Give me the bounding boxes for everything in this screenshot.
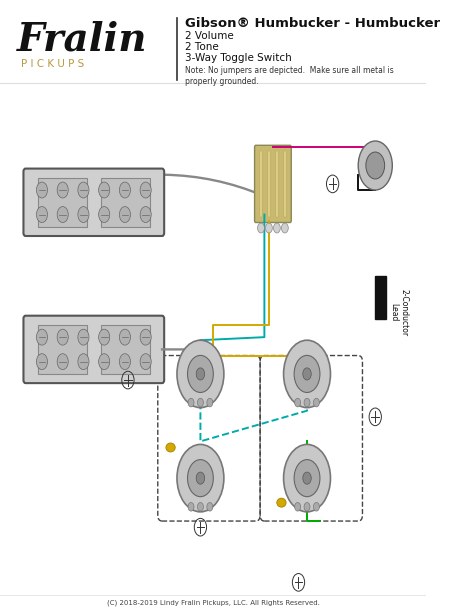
- Circle shape: [196, 368, 205, 380]
- Circle shape: [188, 356, 213, 392]
- Circle shape: [36, 354, 47, 370]
- Circle shape: [140, 182, 151, 198]
- Text: 3-Way Toggle Switch: 3-Way Toggle Switch: [185, 53, 292, 63]
- Circle shape: [283, 340, 330, 408]
- Circle shape: [119, 329, 130, 345]
- Circle shape: [99, 207, 109, 223]
- Text: P I C K U P S: P I C K U P S: [21, 59, 84, 69]
- Circle shape: [78, 207, 89, 223]
- Text: (C) 2018-2019 Lindy Fralin Pickups, LLC. All Rights Reserved.: (C) 2018-2019 Lindy Fralin Pickups, LLC.…: [107, 599, 319, 606]
- Circle shape: [304, 398, 310, 407]
- Circle shape: [188, 503, 194, 511]
- Text: Fralin: Fralin: [17, 21, 147, 59]
- Circle shape: [140, 329, 151, 345]
- Circle shape: [303, 472, 311, 484]
- Circle shape: [257, 223, 264, 233]
- Circle shape: [177, 340, 224, 408]
- Text: 2 Volume: 2 Volume: [185, 31, 234, 40]
- Circle shape: [198, 398, 203, 407]
- Circle shape: [119, 207, 130, 223]
- Bar: [375, 276, 386, 319]
- Circle shape: [78, 182, 89, 198]
- Circle shape: [78, 329, 89, 345]
- Circle shape: [207, 503, 213, 511]
- Circle shape: [265, 223, 273, 233]
- Circle shape: [140, 207, 151, 223]
- Circle shape: [313, 398, 319, 407]
- Text: 2-Conductor
Lead: 2-Conductor Lead: [389, 289, 409, 336]
- Circle shape: [358, 141, 392, 190]
- Ellipse shape: [166, 443, 175, 452]
- Circle shape: [294, 460, 320, 497]
- Text: 2 Tone: 2 Tone: [185, 42, 219, 51]
- Circle shape: [177, 444, 224, 512]
- Bar: [100, 178, 150, 227]
- Circle shape: [188, 460, 213, 497]
- Circle shape: [295, 398, 301, 407]
- FancyBboxPatch shape: [255, 145, 291, 223]
- Circle shape: [36, 329, 47, 345]
- Circle shape: [188, 398, 194, 407]
- FancyBboxPatch shape: [23, 316, 164, 383]
- Circle shape: [99, 354, 109, 370]
- Circle shape: [283, 444, 330, 512]
- Circle shape: [294, 356, 320, 392]
- Circle shape: [304, 503, 310, 511]
- Bar: [38, 178, 87, 227]
- Circle shape: [295, 503, 301, 511]
- Circle shape: [282, 223, 288, 233]
- Circle shape: [99, 182, 109, 198]
- Circle shape: [78, 354, 89, 370]
- Bar: [268, 151, 270, 217]
- Circle shape: [198, 503, 203, 511]
- Circle shape: [196, 472, 205, 484]
- Bar: [100, 325, 150, 374]
- Circle shape: [57, 207, 68, 223]
- Circle shape: [36, 207, 47, 223]
- Bar: [260, 151, 262, 217]
- Circle shape: [119, 182, 130, 198]
- Circle shape: [313, 503, 319, 511]
- Bar: [283, 151, 286, 217]
- FancyBboxPatch shape: [23, 169, 164, 236]
- Circle shape: [57, 354, 68, 370]
- Circle shape: [36, 182, 47, 198]
- Circle shape: [140, 354, 151, 370]
- Circle shape: [303, 368, 311, 380]
- Ellipse shape: [277, 498, 286, 507]
- Bar: [275, 151, 278, 217]
- Circle shape: [99, 329, 109, 345]
- Bar: [38, 325, 87, 374]
- Circle shape: [273, 223, 280, 233]
- Circle shape: [366, 152, 384, 179]
- Text: Note: No jumpers are depicted.  Make sure all metal is
properly grounded.: Note: No jumpers are depicted. Make sure…: [185, 66, 394, 86]
- Circle shape: [119, 354, 130, 370]
- Circle shape: [207, 398, 213, 407]
- Circle shape: [57, 182, 68, 198]
- Text: Gibson® Humbucker - Humbucker: Gibson® Humbucker - Humbucker: [185, 17, 441, 30]
- Circle shape: [57, 329, 68, 345]
